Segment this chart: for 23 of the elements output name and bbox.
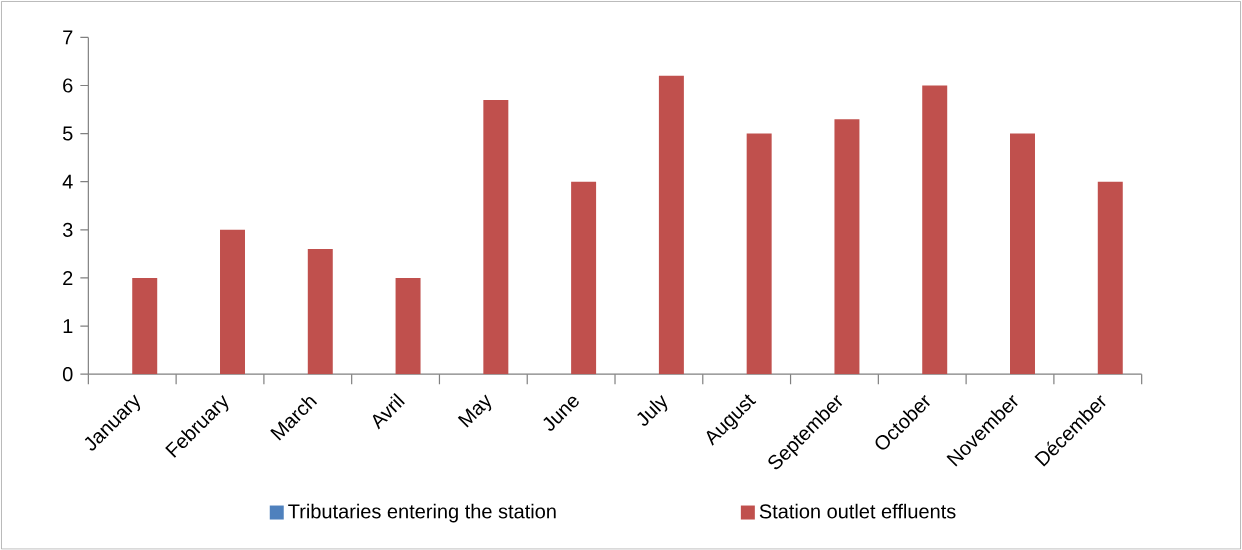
bar bbox=[1097, 181, 1123, 374]
bar bbox=[746, 133, 772, 374]
y-tick-label: 6 bbox=[63, 78, 73, 93]
bar bbox=[220, 229, 245, 374]
bar bbox=[395, 277, 421, 374]
bar bbox=[483, 99, 509, 374]
bar bbox=[132, 277, 158, 374]
y-tick-label: 0 bbox=[62, 366, 73, 381]
y-tick-label: 4 bbox=[62, 174, 73, 189]
bar bbox=[307, 248, 333, 374]
bar bbox=[658, 75, 684, 374]
bar bbox=[922, 85, 948, 374]
y-tick-label: 2 bbox=[63, 270, 73, 285]
legend-label: Tributaries entering the station bbox=[288, 503, 556, 523]
bar bbox=[571, 181, 597, 374]
y-tick-label: 7 bbox=[63, 30, 73, 45]
y-tick-label: 3 bbox=[62, 222, 73, 237]
legend-label: Station outlet effluents bbox=[759, 503, 956, 519]
x-tick-label: July bbox=[637, 394, 668, 426]
y-tick-label: 1 bbox=[63, 318, 73, 333]
bar bbox=[834, 118, 860, 374]
bar bbox=[1010, 133, 1035, 374]
y-tick-label: 5 bbox=[62, 126, 73, 141]
